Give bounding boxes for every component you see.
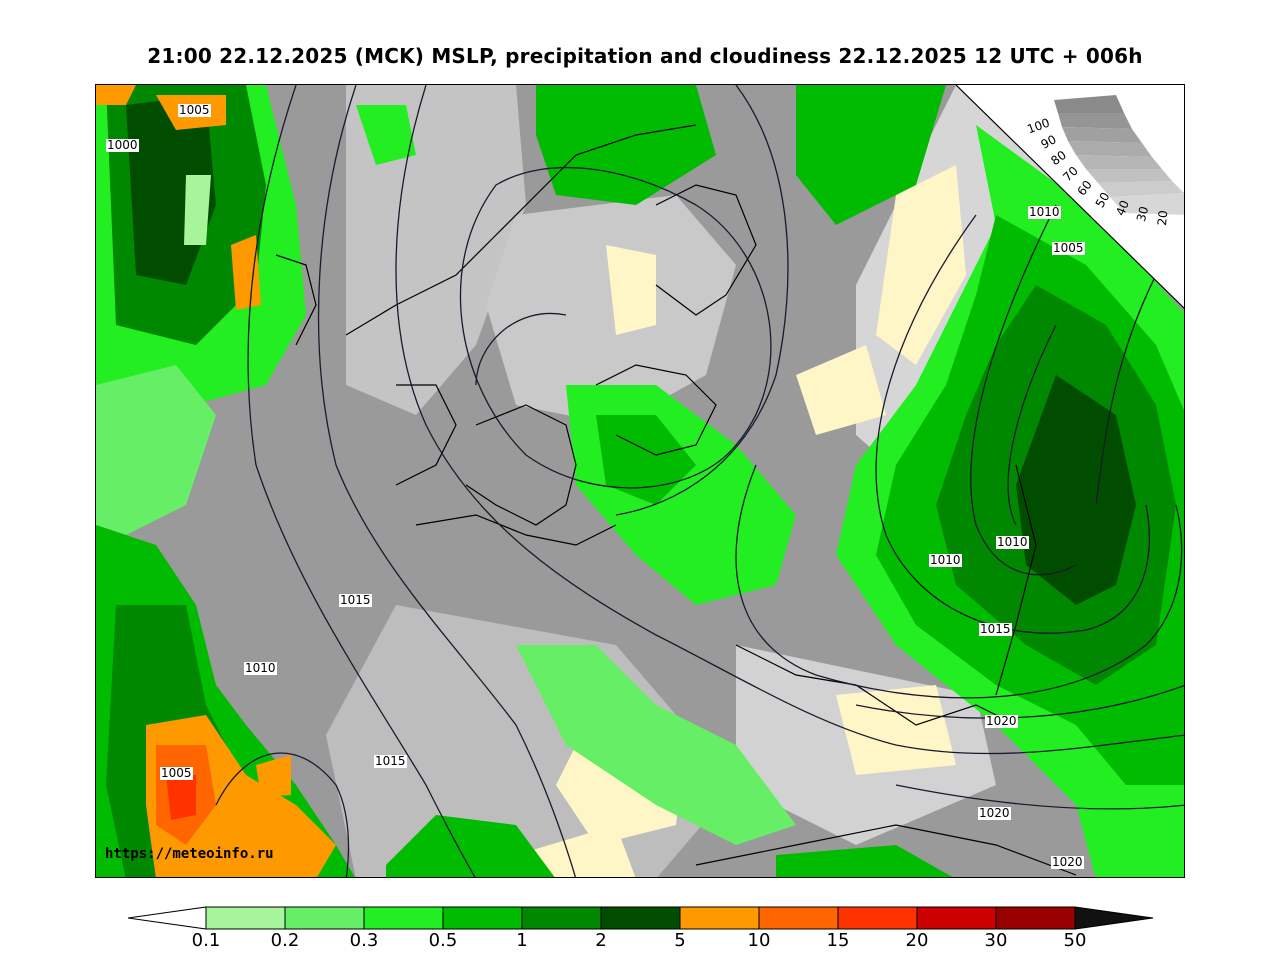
legend-tick-label: 0.3 — [349, 930, 379, 951]
legend-tick-label: 30 — [984, 930, 1008, 951]
heavy-precip-area — [96, 85, 136, 105]
legend-tick-label: 1 — [516, 930, 528, 951]
isobar-label: 1015 — [339, 593, 372, 607]
legend-cell — [284, 906, 365, 930]
legend-tick-label: 0.1 — [191, 930, 221, 951]
heavy-precip-area — [256, 755, 291, 797]
precip-area — [516, 645, 796, 845]
isobar-label: 1015 — [374, 754, 407, 768]
title-underline — [95, 84, 1185, 85]
coastlines — [275, 124, 1077, 876]
precip-area — [356, 105, 416, 165]
isobar-label: 1000 — [106, 138, 139, 152]
heavy-precip-area — [166, 775, 196, 820]
legend-arrow-high — [1074, 906, 1154, 930]
precip-area — [96, 365, 216, 535]
isobar-label: 1010 — [996, 535, 1029, 549]
legend-tick-label: 0.2 — [270, 930, 300, 951]
cloud-scale-label: 40 — [1113, 198, 1132, 218]
precip-area — [184, 175, 211, 245]
cloudiness-scale-labels: 100 90 80 70 60 50 40 30 20 — [1024, 115, 1174, 235]
cloud-scale-label: 70 — [1060, 163, 1081, 185]
map-title: 21:00 22.12.2025 (MCK) MSLP, precipitati… — [147, 44, 1143, 68]
isobar-label: 1010 — [929, 553, 962, 567]
cloud-scale-label: 30 — [1134, 204, 1152, 224]
precip-area — [796, 85, 946, 225]
legend-cell — [205, 906, 286, 930]
weather-map: 1005 1000 1010 1005 1015 1010 1010 1010 … — [95, 84, 1185, 878]
isobars — [215, 85, 1184, 877]
clear-sky-area — [796, 345, 886, 435]
legend-tick-label: 20 — [905, 930, 929, 951]
precip-area — [386, 815, 555, 877]
legend-cell — [916, 906, 997, 930]
clear-sky-area — [606, 245, 656, 335]
clear-sky-area — [876, 165, 966, 365]
cloud-scale-label: 60 — [1074, 177, 1095, 199]
cloud-scale-label: 90 — [1038, 132, 1059, 152]
isobar-label: 1005 — [178, 103, 211, 117]
legend-cell — [600, 906, 681, 930]
cloudiness-scale — [1054, 95, 1184, 215]
legend-tick-label: 2 — [595, 930, 607, 951]
source-credit: https://meteoinfo.ru — [105, 846, 274, 862]
legend-cell — [758, 906, 839, 930]
precip-legend-bar — [128, 906, 1154, 930]
legend-cell — [837, 906, 918, 930]
isobar-label: 1020 — [978, 806, 1011, 820]
map-canvas — [96, 85, 1184, 877]
light-cloud-area — [346, 85, 526, 415]
legend-tick-label: 5 — [674, 930, 686, 951]
cloud-scale-label: 50 — [1092, 189, 1113, 211]
legend-tick-label: 50 — [1063, 930, 1087, 951]
isobar-label: 1005 — [160, 766, 193, 780]
legend-cell — [442, 906, 523, 930]
clear-sky-area — [516, 825, 636, 877]
light-cloud-area — [486, 195, 736, 425]
isobar-label: 1010 — [1028, 205, 1061, 219]
clear-sky-area — [836, 685, 956, 775]
legend-tick-label: 10 — [747, 930, 771, 951]
isobar-label: 1015 — [979, 622, 1012, 636]
isobar-label: 1020 — [1051, 855, 1084, 869]
isobar-label: 1020 — [985, 714, 1018, 728]
legend-cell — [679, 906, 760, 930]
cloud-scale-label: 20 — [1154, 209, 1171, 227]
legend-tick-label: 15 — [826, 930, 850, 951]
precip-area — [536, 85, 716, 205]
legend-tick-label: 0.5 — [428, 930, 458, 951]
isobar-label: 1010 — [244, 661, 277, 675]
isobar-label: 1005 — [1052, 241, 1085, 255]
precip-area — [776, 845, 953, 877]
precip-legend-labels: 0.1 0.2 0.3 0.5 1 2 5 10 15 20 30 50 — [0, 930, 1281, 954]
legend-cell — [995, 906, 1076, 930]
heavy-precip-area — [231, 235, 261, 310]
cloud-scale-label: 80 — [1048, 147, 1069, 169]
legend-cell — [363, 906, 444, 930]
legend-arrow-low — [128, 906, 207, 930]
legend-cell — [521, 906, 602, 930]
